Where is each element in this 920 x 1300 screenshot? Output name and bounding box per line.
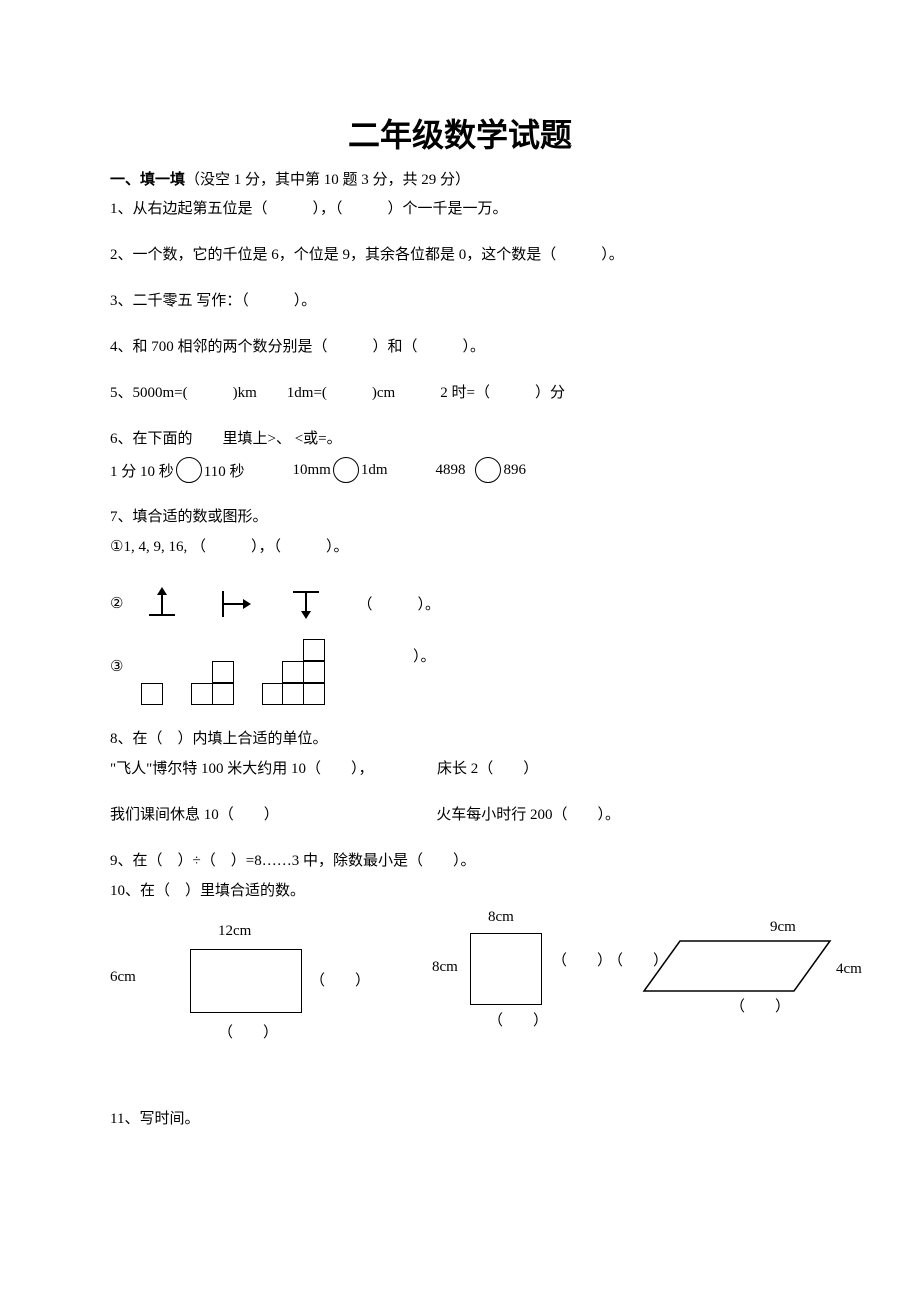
question-9: 9、在（ ）÷（ ）=8……3 中，除数最小是（ ）。 (110, 849, 810, 873)
q6-part-c: 10mm (292, 462, 330, 479)
para-left-blank: （ ） (608, 949, 668, 970)
rect1-bottom-blank: （ ） (218, 1021, 278, 1042)
rect1-top-label: 12cm (218, 923, 251, 940)
para-right-label: 4cm (836, 961, 862, 978)
section-1-label: 一、填一填 (110, 172, 185, 188)
question-4: 4、和 700 相邻的两个数分别是（ ）和（ ）。 (110, 335, 810, 359)
stair-1 (141, 683, 163, 705)
q6-part-a: 1 分 10 秒 (110, 460, 174, 481)
q7-2-prefix: ② (110, 594, 123, 613)
section-1-header: 一、填一填（没空 1 分，其中第 10 题 3 分，共 29 分） (110, 168, 810, 189)
question-6-line1: 6、在下面的 里填上>、 <或=。 (110, 427, 810, 451)
question-8-line3: 我们课间休息 10（ ） 火车每小时行 200（ ）。 (110, 803, 810, 827)
question-2: 2、一个数，它的千位是 6，个位是 9，其余各位都是 0，这个数是（ ）。 (110, 243, 810, 267)
arrow-shape-3 (285, 581, 329, 625)
square-shape (470, 933, 542, 1005)
q7-3-suffix: ）。 (353, 645, 436, 666)
q6-part-e: 4898 (435, 462, 465, 479)
rect1-right-blank: （ ） (310, 969, 370, 990)
question-7-2: ② （ ）。 (110, 581, 810, 625)
rectangle-shape (190, 949, 302, 1013)
square-bottom-blank: （ ） (488, 1009, 548, 1030)
question-7-3: ③ ）。 (110, 639, 810, 705)
question-10-title: 10、在（ ）里填合适的数。 (110, 879, 810, 903)
question-1: 1、从右边起第五位是（ ），（ ）个一千是一万。 (110, 197, 810, 221)
para-bottom-blank: （ ） (730, 995, 790, 1016)
question-10-shapes: 12cm 6cm （ ） （ ） 8cm 8cm （ ） （ ） 9cm 4cm… (110, 909, 810, 1099)
q8-3a: 我们课间休息 10（ ） (110, 807, 279, 823)
compare-circle-3 (475, 457, 501, 483)
square-left-label: 8cm (432, 959, 458, 976)
arrow-shape-2 (213, 581, 257, 625)
compare-circle-1 (176, 457, 202, 483)
stair-3 (262, 639, 325, 705)
q6-part-b: 110 秒 (204, 460, 245, 481)
stair-2 (191, 661, 234, 705)
q7-2-suffix: （ ）。 (357, 593, 440, 614)
page-title: 二年级数学试题 (110, 110, 810, 156)
rect1-left-label: 6cm (110, 969, 136, 986)
arrow-shape-1 (141, 581, 185, 625)
question-8-line1: 8、在（ ）内填上合适的单位。 (110, 727, 810, 751)
q8-2a: "飞人"博尔特 100 米大约用 10（ ）， (110, 761, 374, 777)
q8-2b: 床长 2（ ） (437, 761, 538, 777)
q6-part-d: 1dm (361, 462, 388, 479)
square-right-blank: （ ） (552, 949, 612, 970)
question-3: 3、二千零五 写作：（ ）。 (110, 289, 810, 313)
question-6-line2: 1 分 10 秒 110 秒 10mm 1dm 4898 896 (110, 457, 810, 483)
stair-shapes: ）。 (141, 639, 435, 705)
compare-circle-2 (333, 457, 359, 483)
q7-3-prefix: ③ (110, 657, 123, 676)
para-top-label: 9cm (770, 919, 796, 936)
q8-3b: 火车每小时行 200（ ）。 (436, 807, 620, 823)
q6-part-f: 896 (503, 462, 526, 479)
question-7-title: 7、填合适的数或图形。 (110, 505, 810, 529)
square-top-label: 8cm (488, 909, 514, 926)
question-11: 11、写时间。 (110, 1107, 810, 1131)
question-8-line2: "飞人"博尔特 100 米大约用 10（ ）， 床长 2（ ） (110, 757, 810, 781)
question-5: 5、5000m=( )km 1dm=( )cm 2 时=（ ）分 (110, 381, 810, 405)
section-1-scoring: （没空 1 分，其中第 10 题 3 分，共 29 分） (185, 172, 470, 188)
question-7-1: ①1, 4, 9, 16, （ ），（ ）。 (110, 535, 810, 559)
